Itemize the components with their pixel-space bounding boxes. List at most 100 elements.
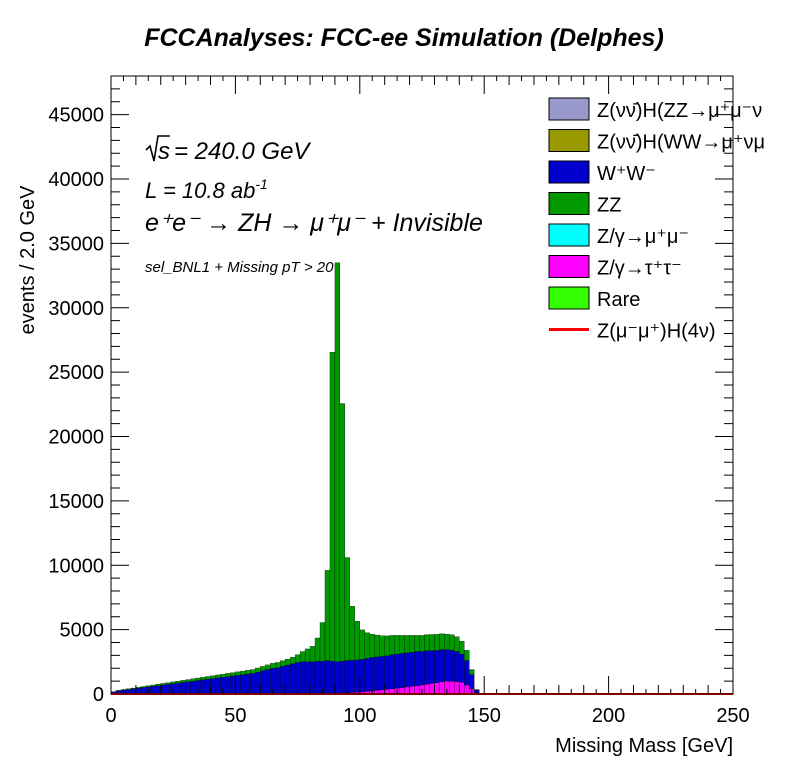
bar-6-37 [294,654,301,663]
bar-6-4 [130,687,137,690]
x-axis-label: Missing Mass [GeV] [555,735,733,757]
bar-5-8 [150,686,156,695]
bar-1-70 [459,682,465,695]
bar-5-21 [215,677,221,695]
bar-6-73 [474,689,480,691]
bar-6-72 [469,669,475,675]
legend-swatch [548,129,590,152]
bar-1-61 [414,685,420,695]
bar-5-28 [250,673,256,695]
bar-5-66 [439,649,445,683]
bar-6-62 [419,635,425,652]
legend-label: W⁺W⁻ [597,163,656,185]
bar-6-31 [265,664,271,670]
legend-swatch [548,160,590,184]
bar-5-18 [200,679,206,695]
bar-6-25 [235,671,241,676]
legend-swatch [548,223,590,247]
bar-5-10 [160,684,166,695]
bar-5-72 [469,674,475,690]
bar-6-39 [304,648,311,662]
bar-5-70 [459,653,465,683]
bar-6-32 [270,663,276,669]
x-tick-label: 50 [224,705,246,727]
x-axis: 0 50 100 150 200 250 [105,76,750,727]
bar-5-26 [240,674,246,695]
bar-5-65 [434,650,440,683]
bar-1-71 [464,684,470,695]
bar-5-9 [155,685,161,695]
legend-item: Z/γ→τ⁺τ⁻ [548,255,682,280]
legend: Z(νν̄)H(ZZ→μ⁺μ⁻ν Z(νν̄)H(WW→μ⁺νμ W⁺W⁻ ZZ Z/γ… [548,97,765,343]
bar-6-44 [329,352,336,662]
bar-6-68 [449,634,455,651]
bar-6-19 [205,676,211,680]
svg-text:s: s [158,138,170,165]
bar-5-11 [165,684,171,695]
bar-6-8 [150,684,156,687]
sqrt-s-value: = 240.0 GeV [174,138,311,165]
bar-5-15 [185,681,191,695]
bar-6-70 [459,641,465,655]
bar-6-71 [464,650,470,661]
bar-6-20 [210,675,216,679]
bar-6-21 [215,674,221,679]
bar-5-48 [349,660,355,693]
chart-title: FCCAnalyses: FCC-ee Simulation (Delphes) [144,24,664,52]
bar-1-64 [429,683,435,695]
x-tick-label: 150 [468,705,501,727]
y-axis: 0 5000 10000 15000 20000 25000 30000 35000 40000… [48,75,733,706]
bar-6-65 [434,634,440,651]
bar-5-49 [354,659,360,693]
legend-item: Z(νν̄)H(WW→μ⁺νμ [548,129,765,154]
legend-swatch [548,192,590,215]
bar-5-71 [464,660,470,686]
bar-6-58 [399,635,405,654]
legend-swatch [548,286,590,310]
bar-6-14 [180,680,186,683]
bar-6-29 [255,667,261,673]
x-tick-label: 250 [716,705,749,727]
bar-6-16 [190,678,196,682]
bar-5-73 [474,689,480,693]
selection-text: sel_BNL1 + Missing pT > 20 [145,259,334,276]
annotations: s = 240.0 GeV L = 10.8 ab-1 e⁺e⁻ → ZH → … [145,135,483,276]
bar-6-52 [369,634,375,658]
bar-6-12 [170,681,176,684]
bar-5-64 [429,650,435,684]
bar-5-56 [389,654,395,689]
y-tick-label: 30000 [48,298,104,320]
bar-6-36 [289,657,296,664]
bar-6-7 [145,685,151,688]
lumi-text: L = 10.8 ab-1 [145,176,268,203]
y-tick-label: 40000 [48,169,104,191]
bar-5-45 [334,661,341,695]
bar-5-36 [289,663,296,695]
bar-6-42 [319,622,326,662]
bar-5-44 [329,661,336,695]
bar-6-23 [225,673,231,677]
bar-5-35 [285,664,291,695]
bar-6-10 [160,683,166,686]
legend-label: Z/γ→μ⁺μ⁻ [597,226,689,248]
bar-6-41 [314,637,321,662]
bar-5-61 [414,651,420,686]
bar-5-39 [304,661,311,695]
bar-6-54 [379,635,385,657]
bar-6-67 [444,633,450,650]
histogram-bars [110,262,480,695]
bar-5-62 [419,651,425,686]
bar-6-3 [125,688,132,690]
bar-5-69 [454,651,460,682]
bar-5-46 [339,660,346,694]
legend-swatch [548,255,590,278]
legend-label: Z/γ→τ⁺τ⁻ [597,258,682,280]
bar-6-59 [404,635,410,653]
bar-6-11 [165,682,171,685]
bar-5-29 [255,671,261,695]
bar-6-63 [424,634,430,651]
bar-5-41 [314,661,321,695]
legend-item: Rare [548,286,640,311]
bar-5-16 [190,680,196,695]
bar-5-33 [275,667,281,695]
